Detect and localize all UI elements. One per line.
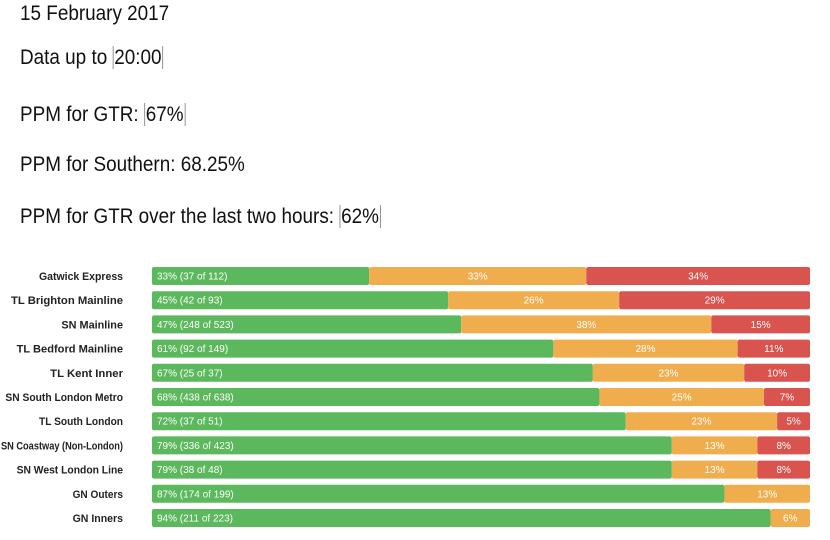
bar-on-time	[152, 388, 600, 406]
bar-value-label: 87% (174 of 199)	[157, 489, 234, 500]
bar-late	[599, 388, 764, 406]
bar-value-label: 13%	[705, 441, 725, 452]
report-date: 15 February 2017	[20, 2, 170, 25]
bar-value-label: 72% (37 of 51)	[157, 417, 223, 428]
bar-very-late	[763, 388, 810, 406]
bar-on-time	[152, 363, 593, 382]
bar-on-time	[152, 484, 725, 503]
bar-value-label: 67% (25 of 37)	[157, 368, 223, 379]
bar-value-label: 15%	[751, 320, 771, 331]
category-label: GN Outers	[73, 489, 123, 501]
bar-value-label: 94% (211 of 223)	[157, 514, 233, 525]
ppm-stacked-bar-chart: Gatwick Express 33% (37 of 112) 33% 34% TL B…	[1, 267, 810, 527]
bar-very-late	[744, 363, 810, 382]
bar-value-label: 45% (42 of 93)	[157, 296, 223, 307]
ppm-two-hours-line: PPM for GTR over the last two hours: 62%	[20, 205, 381, 228]
bar-very-late	[586, 267, 810, 285]
bar-value-label: 5%	[786, 417, 801, 428]
bar-late	[461, 315, 712, 334]
bar-on-time	[152, 436, 672, 455]
bar-late	[369, 267, 587, 285]
bar-value-label: 10%	[767, 368, 787, 379]
bar-on-time	[152, 460, 672, 479]
bar-late	[671, 436, 758, 455]
category-label: SN West London Line	[17, 465, 123, 477]
category-label: SN Coastway (Non-London)	[1, 440, 123, 452]
bar-late	[724, 484, 810, 503]
bar-value-label: 13%	[705, 465, 725, 476]
bar-value-label: 34%	[688, 272, 708, 283]
bar-on-time	[152, 267, 370, 285]
bar-on-time	[152, 291, 449, 310]
bar-value-label: 33%	[468, 272, 488, 283]
bar-late	[592, 363, 745, 382]
bar-very-late	[757, 436, 810, 455]
category-label: TL Brighton Mainline	[11, 295, 123, 307]
bar-late	[625, 412, 778, 431]
bar-on-time	[152, 339, 554, 358]
category-label: TL South London	[39, 416, 123, 428]
category-label: TL Kent Inner	[50, 368, 124, 380]
bar-value-label: 8%	[776, 441, 791, 452]
data-up-to-line: Data up to 20:00	[20, 46, 164, 69]
data-up-to-value: 20:00	[112, 46, 164, 69]
bar-very-late	[737, 339, 810, 358]
bar-very-late	[757, 460, 810, 479]
bar-late	[671, 460, 758, 479]
bar-value-label: 33% (37 of 112)	[157, 272, 227, 283]
bar-on-time	[152, 509, 771, 527]
bar-on-time	[152, 412, 626, 431]
bar-value-label: 7%	[780, 393, 795, 404]
bar-value-label: 38%	[576, 320, 596, 331]
category-label: SN Mainline	[61, 319, 123, 331]
bar-very-late	[777, 412, 810, 431]
bar-value-label: 26%	[524, 296, 544, 307]
bar-late	[553, 339, 738, 358]
category-label: Gatwick Express	[39, 271, 123, 283]
bar-value-label: 68% (438 of 638)	[157, 393, 234, 404]
bar-value-label: 13%	[757, 489, 777, 500]
bar-value-label: 23%	[691, 417, 711, 428]
bar-late	[448, 291, 620, 310]
ppm-gtr-line: PPM for GTR: 67%	[20, 103, 186, 126]
ppm-southern-line: PPM for Southern: 68.25%	[20, 153, 245, 176]
bar-very-late	[711, 315, 810, 334]
category-label: GN Inners	[73, 513, 123, 525]
bar-value-label: 29%	[705, 296, 725, 307]
bar-very-late	[619, 291, 810, 310]
bar-late	[770, 509, 810, 527]
bar-value-label: 79% (38 of 48)	[157, 465, 223, 476]
bar-value-label: 28%	[635, 344, 655, 355]
bar-value-label: 61% (92 of 149)	[157, 344, 228, 355]
bar-on-time	[152, 315, 462, 334]
bar-value-label: 25%	[672, 393, 692, 404]
bar-value-label: 6%	[783, 514, 798, 525]
bar-value-label: 8%	[776, 465, 791, 476]
bar-value-label: 47% (248 of 523)	[157, 320, 234, 331]
ppm-southern-value: 68.25%	[180, 153, 245, 176]
category-label: SN South London Metro	[5, 392, 123, 404]
ppm-gtr-value: 67%	[143, 103, 186, 126]
bar-value-label: 79% (336 of 423)	[157, 441, 234, 452]
bar-value-label: 11%	[764, 344, 783, 355]
category-label: TL Bedford Mainline	[17, 344, 123, 356]
ppm-two-hours-value: 62%	[339, 205, 381, 228]
bar-value-label: 23%	[659, 368, 679, 379]
